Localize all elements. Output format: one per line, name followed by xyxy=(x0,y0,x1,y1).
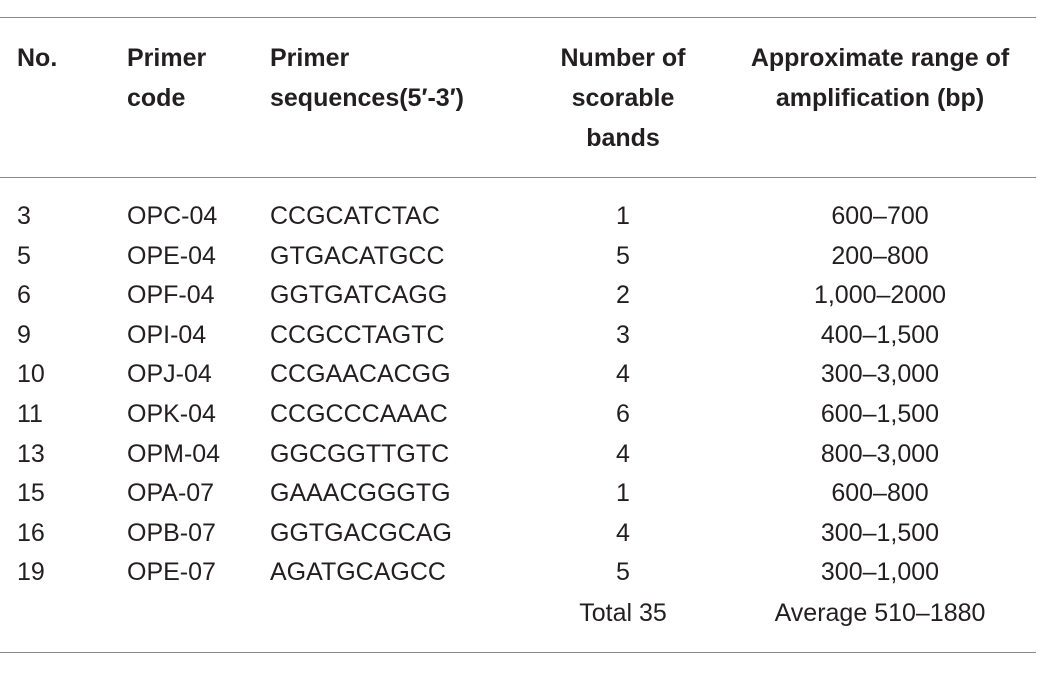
header-amplification-range-line-2: amplification (bp) xyxy=(775,84,985,112)
table-row: 9 OPI-04 CCGCCTAGTC 3 400–1,500 xyxy=(0,316,1057,356)
header-amplification-range-line-1: Approximate range of xyxy=(750,44,1010,72)
cell-no: 5 xyxy=(17,241,31,270)
cell-scorable-bands: 5 xyxy=(616,241,630,270)
cell-no: 3 xyxy=(17,202,31,230)
cell-primer-code: OPJ-04 xyxy=(127,360,212,389)
cell-amplification-range: 800–3,000 xyxy=(820,439,940,468)
cell-primer-sequence: GGTGACGCAG xyxy=(270,518,452,547)
header-no-line: No. xyxy=(17,44,58,72)
cell-no: 6 xyxy=(17,281,31,310)
table-row: 5 OPE-04 GTGACATGCC 5 200–800 xyxy=(0,237,1057,277)
header-amplification-range: Approximate range of amplification (bp) xyxy=(727,38,1033,118)
cell-primer-sequence: GGCGGTTGTC xyxy=(270,439,450,468)
cell-primer-sequence: CCGCCCAAAC xyxy=(270,399,448,428)
cell-primer-code: OPC-04 xyxy=(127,202,218,230)
table-row: 15 OPA-07 GAAACGGGTG 1 600–800 xyxy=(0,474,1057,514)
cell-amplification-range: 300–1,500 xyxy=(820,518,940,547)
cell-primer-code: OPB-07 xyxy=(127,518,216,547)
cell-no: 11 xyxy=(17,399,43,428)
table-summary-row: Total 35 Average 510–1880 xyxy=(0,593,1057,633)
cell-primer-code: OPK-04 xyxy=(127,399,216,428)
header-primer-sequences-line-1: Primer xyxy=(270,44,350,72)
cell-primer-sequence: CCGCCTAGTC xyxy=(270,320,445,349)
cell-primer-sequence: GGTGATCAGG xyxy=(270,281,448,310)
cell-amplification-range: 300–3,000 xyxy=(820,360,940,389)
cell-amplification-range: 200–800 xyxy=(831,241,929,270)
header-primer-code-line-1: Primer xyxy=(127,44,207,72)
table-row: 13 OPM-04 GGCGGTTGTC 4 800–3,000 xyxy=(0,435,1057,475)
cell-amplification-range: 600–1,500 xyxy=(820,399,940,428)
header-scorable-bands-line-1: Number of xyxy=(560,44,686,72)
table-row: 19 OPE-07 AGATGCAGCC 5 300–1,000 xyxy=(0,553,1057,593)
cell-primer-code: OPE-04 xyxy=(127,241,216,270)
cell-amplification-range: 400–1,500 xyxy=(820,320,940,349)
header-primer-sequences: Primer sequences(5′-3′) xyxy=(270,38,464,118)
cell-amplification-range: 600–800 xyxy=(831,479,929,508)
cell-primer-code: OPM-04 xyxy=(127,439,221,468)
header-scorable-bands: Number of scorable bands xyxy=(548,38,698,158)
table-body: 3 OPC-04 CCGCATCTAC 1 600–700 5 OPE-04 G… xyxy=(0,197,1057,593)
table-row: 3 OPC-04 CCGCATCTAC 1 600–700 xyxy=(0,197,1057,237)
cell-scorable-bands: 2 xyxy=(616,281,630,310)
cell-scorable-bands: 4 xyxy=(616,360,630,389)
cell-primer-code: OPI-04 xyxy=(127,320,207,349)
cell-no: 15 xyxy=(17,479,45,508)
cell-no: 13 xyxy=(17,439,45,468)
table-bottom-rule xyxy=(0,652,1036,653)
cell-primer-sequence: CCGAACACGG xyxy=(270,360,451,389)
cell-no: 16 xyxy=(17,518,45,547)
cell-no: 10 xyxy=(17,360,45,389)
cell-primer-sequence: GTGACATGCC xyxy=(270,241,445,270)
cell-scorable-bands: 4 xyxy=(616,439,630,468)
cell-scorable-bands: 3 xyxy=(616,320,630,349)
header-scorable-bands-line-3: bands xyxy=(586,124,660,152)
total-bands: Total 35 xyxy=(579,599,667,627)
cell-primer-code: OPE-07 xyxy=(127,558,216,587)
header-primer-sequences-line-2: sequences(5′-3′) xyxy=(270,84,465,112)
cell-primer-code: OPA-07 xyxy=(127,479,215,508)
cell-primer-sequence: GAAACGGGTG xyxy=(270,479,451,508)
cell-no: 19 xyxy=(17,558,45,587)
header-primer-code: Primer code xyxy=(127,38,206,118)
header-no: No. xyxy=(17,38,57,78)
cell-amplification-range: 300–1,000 xyxy=(820,558,940,587)
cell-scorable-bands: 1 xyxy=(616,202,630,230)
table-header-rule xyxy=(0,177,1036,178)
cell-primer-code: OPF-04 xyxy=(127,281,215,310)
table-top-rule xyxy=(0,17,1036,18)
table-row: 16 OPB-07 GGTGACGCAG 4 300–1,500 xyxy=(0,514,1057,554)
header-scorable-bands-line-2: scorable xyxy=(571,84,675,112)
cell-scorable-bands: 1 xyxy=(616,479,630,508)
cell-amplification-range: 1,000–2000 xyxy=(813,281,947,310)
table-row: 6 OPF-04 GGTGATCAGG 2 1,000–2000 xyxy=(0,276,1057,316)
average-range: Average 510–1880 xyxy=(774,599,986,627)
cell-no: 9 xyxy=(17,320,31,349)
cell-scorable-bands: 5 xyxy=(616,558,630,587)
table-row: 11 OPK-04 CCGCCCAAAC 6 600–1,500 xyxy=(0,395,1057,435)
cell-scorable-bands: 4 xyxy=(616,518,630,547)
header-primer-code-line-2: code xyxy=(127,84,186,112)
cell-primer-sequence: CCGCATCTAC xyxy=(270,202,440,230)
table-row: 10 OPJ-04 CCGAACACGG 4 300–3,000 xyxy=(0,355,1057,395)
cell-amplification-range: 600–700 xyxy=(831,202,929,230)
cell-scorable-bands: 6 xyxy=(616,399,630,428)
cell-primer-sequence: AGATGCAGCC xyxy=(270,558,446,587)
